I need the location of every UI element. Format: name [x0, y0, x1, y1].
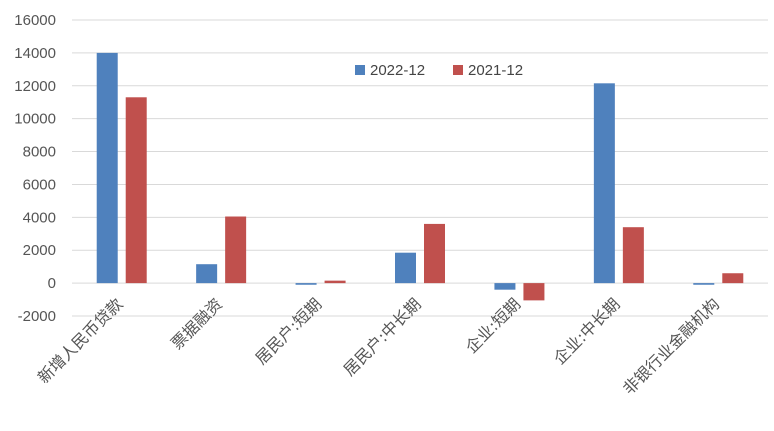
- y-tick-label: 4000: [23, 209, 56, 226]
- y-tick-label: 0: [48, 275, 56, 292]
- bar-2021-12-0: [125, 97, 147, 284]
- y-tick-label: 10000: [14, 111, 56, 128]
- bars: [96, 52, 744, 301]
- bar-2021-12-6: [722, 273, 744, 284]
- bar-2022-12-5: [593, 83, 615, 284]
- x-category-label: 居民户:中长期: [340, 294, 425, 379]
- bar-2021-12-4: [523, 283, 545, 301]
- x-category-label: 企业:短期: [462, 294, 525, 357]
- legend-label: 2022-12: [370, 62, 425, 79]
- y-axis-ticks: -2000 0 2000 4000 6000 8000 10000 12000 14000 160…: [14, 12, 56, 325]
- y-tick-label: 12000: [14, 78, 56, 95]
- legend-label: 2021-12: [468, 62, 523, 79]
- bar-2021-12-2: [324, 280, 346, 284]
- legend-swatch: [453, 65, 463, 75]
- y-tick-label: 14000: [14, 45, 56, 62]
- x-category-label: 非银行业金融机构: [619, 294, 723, 398]
- y-tick-label: 2000: [23, 242, 56, 259]
- bar-2022-12-4: [494, 283, 516, 290]
- x-axis-categories: 新增人民币贷款 票据融资 居民户:短期 居民户:中长期 企业:短期 企业:中长期非银行业金…: [34, 294, 723, 398]
- bar-2021-12-3: [424, 223, 445, 284]
- gridlines: [72, 19, 768, 317]
- bar-2022-12-1: [196, 264, 218, 284]
- x-category-label: 企业:中长期: [550, 294, 624, 368]
- bar-2022-12-3: [395, 252, 416, 284]
- bar-2022-12-2: [295, 283, 317, 285]
- legend-swatch: [355, 65, 365, 75]
- y-tick-label: 8000: [23, 144, 56, 161]
- bar-2022-12-6: [693, 283, 715, 285]
- x-category-label: 票据融资: [167, 294, 226, 353]
- legend: 2022-12 2021-12: [355, 62, 523, 79]
- y-tick-label: 6000: [23, 176, 56, 193]
- y-tick-label: -2000: [18, 308, 56, 325]
- bar-2022-12-0: [96, 52, 118, 284]
- y-tick-label: 16000: [14, 12, 56, 29]
- x-category-label: 居民户:短期: [252, 294, 326, 368]
- bar-2021-12-5: [622, 227, 644, 284]
- bar-2021-12-1: [225, 216, 247, 284]
